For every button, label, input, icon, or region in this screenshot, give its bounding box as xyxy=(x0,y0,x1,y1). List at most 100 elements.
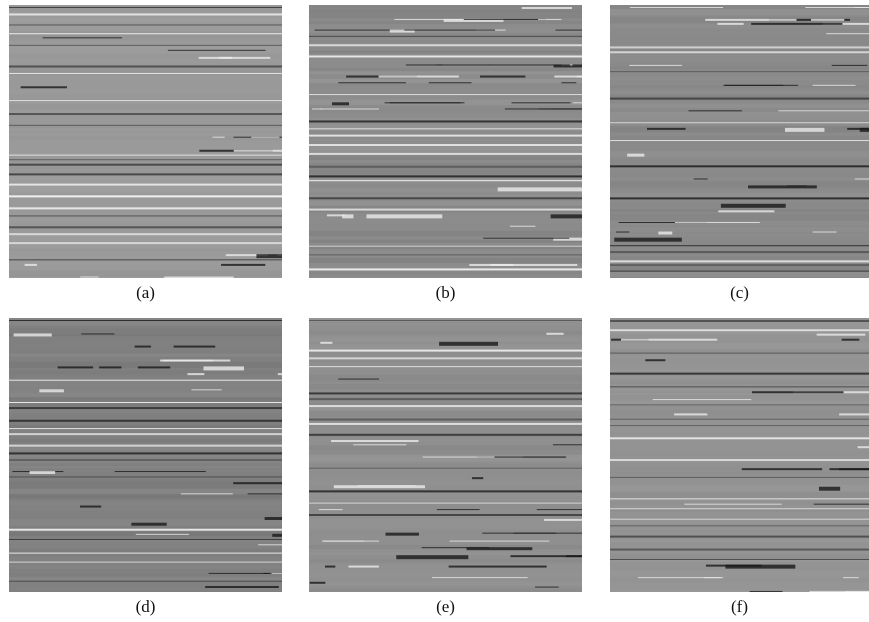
band xyxy=(9,166,282,175)
streak xyxy=(13,333,52,337)
band xyxy=(9,325,282,333)
streak xyxy=(844,590,869,592)
streak xyxy=(812,231,837,233)
band xyxy=(309,170,582,177)
streak xyxy=(658,231,673,235)
band xyxy=(610,135,869,142)
streak xyxy=(9,561,282,563)
streak xyxy=(309,144,582,147)
streak xyxy=(610,508,869,510)
streak xyxy=(338,378,380,380)
band xyxy=(610,516,869,520)
band xyxy=(610,527,869,530)
band xyxy=(9,454,282,458)
streak xyxy=(396,555,469,560)
band xyxy=(9,151,282,158)
streak xyxy=(309,357,582,360)
band xyxy=(610,47,869,52)
band xyxy=(610,355,869,359)
streak xyxy=(212,136,225,138)
streak xyxy=(219,56,232,59)
band xyxy=(309,113,582,116)
streak xyxy=(618,222,707,224)
streak xyxy=(436,64,490,66)
panel-label: (b) xyxy=(436,283,456,302)
streak xyxy=(309,128,582,130)
streak xyxy=(9,173,282,176)
streak xyxy=(314,29,405,31)
band xyxy=(9,85,282,90)
streak xyxy=(610,46,869,49)
band xyxy=(610,70,869,74)
streak xyxy=(309,197,582,200)
band xyxy=(9,469,282,473)
streak xyxy=(847,127,869,130)
streak xyxy=(859,127,869,132)
streak xyxy=(684,503,782,505)
band xyxy=(610,164,869,171)
streak xyxy=(9,7,282,8)
streak xyxy=(9,259,282,261)
streak xyxy=(173,345,216,348)
streak xyxy=(203,366,245,371)
streak xyxy=(164,276,234,278)
band xyxy=(610,132,869,136)
streak xyxy=(309,405,582,408)
streak xyxy=(509,225,536,227)
band xyxy=(9,542,282,549)
band xyxy=(610,85,869,88)
band xyxy=(309,450,582,456)
band xyxy=(309,545,582,553)
band xyxy=(309,272,582,276)
band xyxy=(9,353,282,357)
band xyxy=(309,548,582,556)
streak xyxy=(331,440,419,443)
streak xyxy=(610,372,869,375)
streak xyxy=(497,187,582,192)
band xyxy=(610,348,869,355)
band xyxy=(309,374,582,382)
streak xyxy=(9,379,282,381)
panel: (a) xyxy=(9,5,282,302)
band xyxy=(9,557,282,564)
streak xyxy=(135,533,190,535)
band xyxy=(9,131,282,134)
panel-image xyxy=(309,5,582,278)
streak xyxy=(342,214,354,219)
band xyxy=(309,123,582,129)
band xyxy=(610,23,869,29)
band xyxy=(610,434,869,439)
streak xyxy=(688,110,742,112)
streak xyxy=(187,373,205,376)
band xyxy=(9,466,282,469)
streak xyxy=(510,555,582,558)
panel: (c) xyxy=(610,5,869,302)
streak xyxy=(610,122,869,124)
streak xyxy=(610,535,869,538)
streak xyxy=(544,518,582,521)
band xyxy=(9,388,282,395)
band xyxy=(610,277,869,278)
band xyxy=(9,68,282,76)
band xyxy=(309,40,582,43)
band xyxy=(309,479,582,486)
band xyxy=(9,261,282,267)
streak xyxy=(610,264,869,266)
band xyxy=(610,376,869,379)
panel-image xyxy=(610,318,869,592)
streak xyxy=(324,565,336,568)
streak xyxy=(247,493,282,495)
band xyxy=(309,519,582,527)
streak xyxy=(9,100,282,102)
streak xyxy=(778,110,869,112)
band xyxy=(309,531,582,536)
streak xyxy=(717,22,744,25)
band xyxy=(610,485,869,492)
band xyxy=(309,564,582,572)
streak xyxy=(9,538,282,540)
streak xyxy=(9,154,282,156)
streak xyxy=(9,183,282,186)
streak xyxy=(309,502,582,504)
streak xyxy=(610,251,869,254)
band xyxy=(9,341,282,349)
